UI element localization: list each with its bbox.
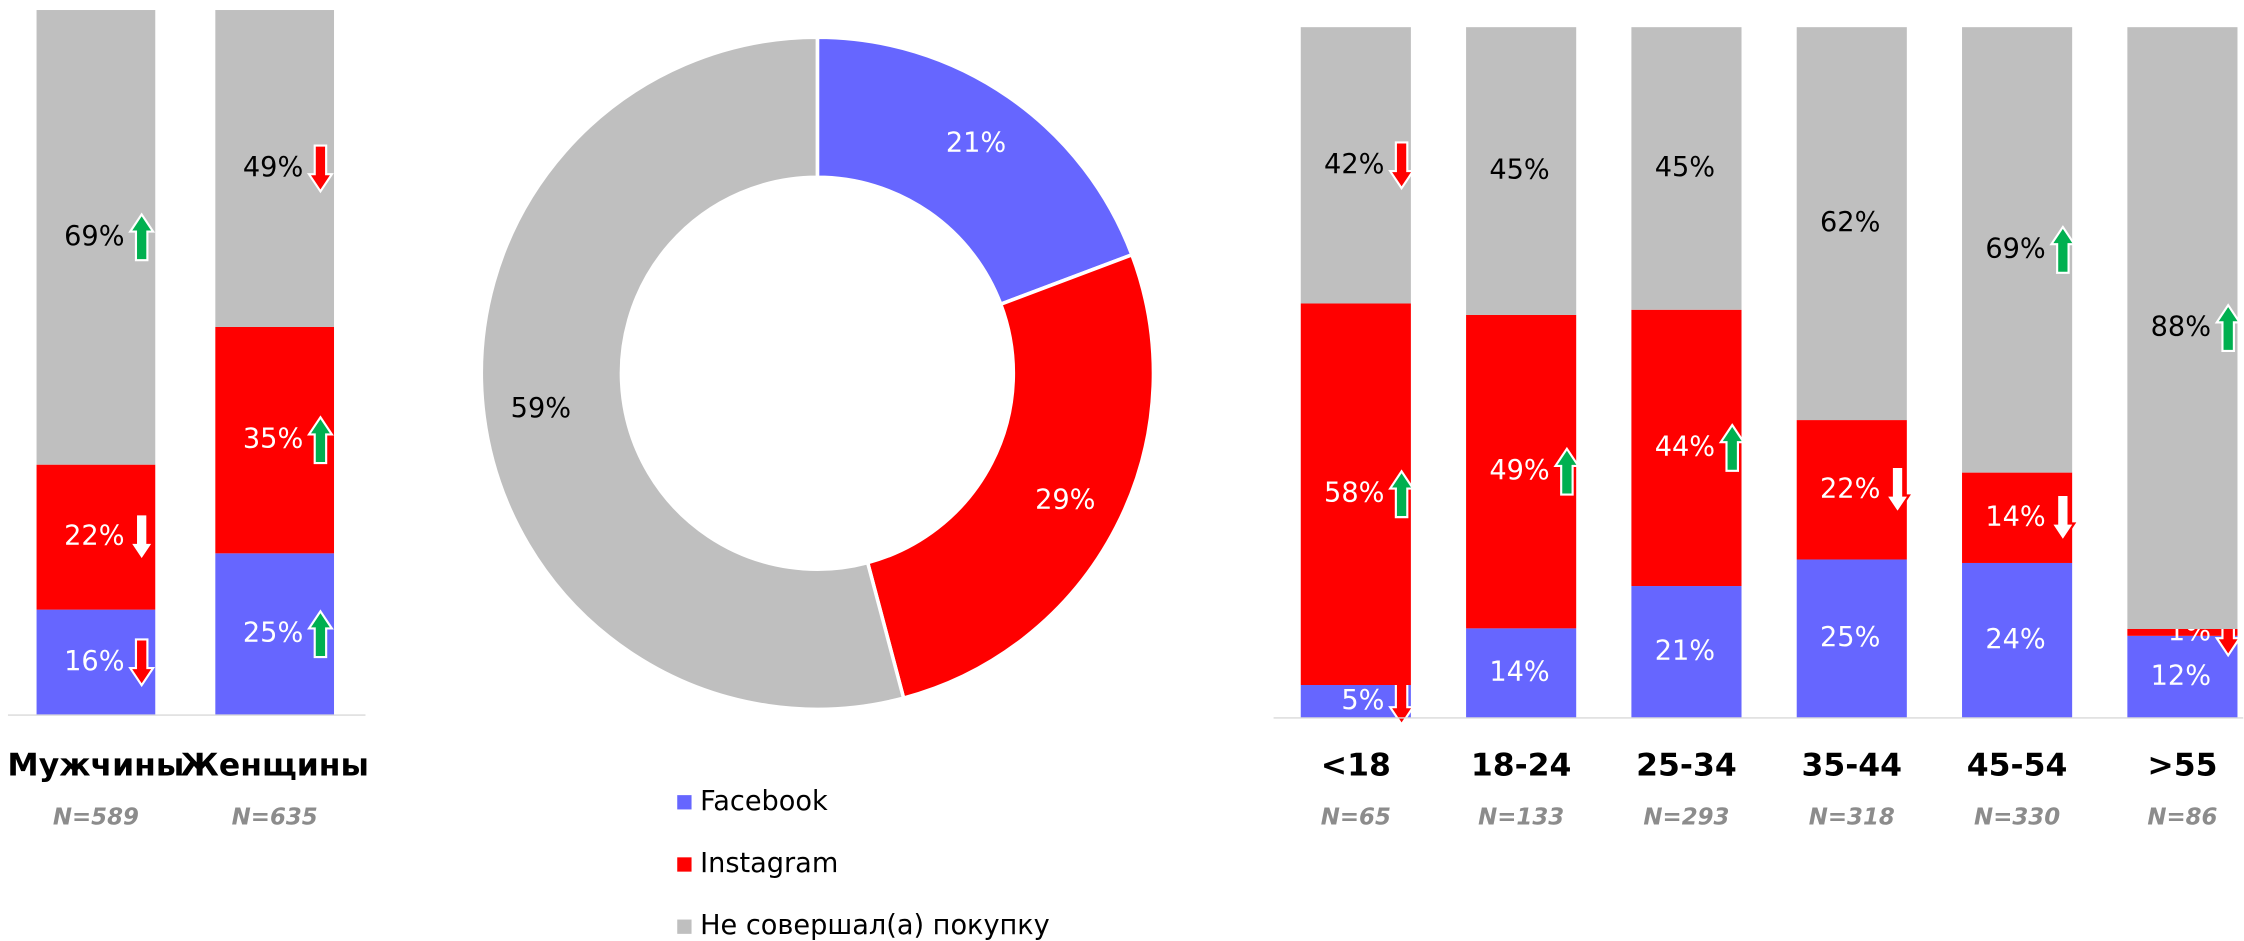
bar-segment [2127,628,2238,636]
bar-segment [1300,27,1411,304]
value-label: 59% [511,393,571,424]
bar-segment [1796,559,1907,718]
value-label: 35% [243,424,303,455]
value-label: 49% [243,152,303,183]
category-label: 35-44 [1801,748,1902,784]
value-label: 21% [1655,635,1715,666]
bar-segment [2127,635,2238,718]
legend-swatch [677,857,692,872]
sample-size: N=635 [232,805,318,831]
legend-swatch [677,795,692,810]
legend-label: Instagram [700,848,838,879]
sample-size: N=65 [1321,805,1391,831]
category-label: Женщины [180,748,369,784]
value-label: 44% [1655,431,1715,462]
trend-arrow [1388,141,1416,191]
value-label: 62% [1820,207,1880,238]
value-label: 42% [1324,149,1384,180]
trend-arrow [306,609,334,659]
value-label: 69% [1985,233,2045,264]
trend-arrow [2214,303,2242,353]
donut-slice [815,35,1135,307]
bar-segment [1796,420,1907,560]
bar-segment [1631,27,1742,310]
value-label: 45% [1655,152,1715,183]
value-label: 25% [1820,622,1880,653]
value-label: 24% [1985,624,2045,655]
legend-swatch [677,919,692,934]
trend-arrow [1388,469,1416,519]
value-label: 45% [1489,155,1549,186]
bar-segment [1466,628,1577,718]
bar-segment [1466,27,1577,315]
trend-arrow [306,144,334,194]
value-label: 5% [1341,685,1384,716]
bar-segment [2127,27,2238,629]
trend-arrow [1718,423,1746,472]
trend-arrow [306,415,334,465]
bar-segment [1466,314,1577,629]
value-label: 58% [1324,478,1384,509]
value-label: 22% [1820,473,1880,504]
value-label: 14% [1489,657,1549,688]
value-label: 29% [1035,484,1095,515]
category-label: 45-54 [1967,748,2068,784]
category-label: <18 [1321,748,1391,784]
sample-size: N=318 [1809,805,1895,831]
bar-segment [1962,472,2073,563]
donut-slice [865,252,1156,701]
bar-segment [1962,562,2073,718]
trend-arrow [1884,465,1911,515]
legend-label: Не совершал(а) покупку [700,910,1050,941]
category-label: Мужчины [7,748,184,784]
trend-arrow [2049,225,2077,274]
value-label: 22% [64,521,124,552]
value-label: 21% [946,127,1006,158]
bar-segment [1631,309,1742,587]
trend-arrow [128,212,156,262]
bar-segment [1631,586,1742,718]
trend-arrow [1553,446,1581,496]
trend-arrow [128,513,156,562]
bar-segment [1300,303,1411,686]
value-label: 16% [64,646,124,677]
trend-arrow [128,638,156,688]
trend-arrow [2049,493,2077,543]
sample-size: N=86 [2147,805,2217,831]
sample-size: N=330 [1974,805,2060,831]
bar-segment [1796,27,1907,421]
value-label: 88% [2151,312,2211,343]
donut-slice [479,35,906,712]
category-label: 18-24 [1471,748,1572,784]
sample-size: N=589 [53,805,139,831]
category-label: 25-34 [1636,748,1737,784]
category-label: >55 [2147,748,2217,784]
legend-label: Facebook [700,786,828,817]
value-label: 14% [1985,501,2045,532]
value-label: 25% [243,618,303,649]
value-label: 49% [1489,455,1549,486]
sample-size: N=293 [1643,805,1729,831]
value-label: 69% [64,221,124,252]
bar-segment [1962,27,2073,473]
sample-size: N=133 [1478,805,1564,831]
value-label: 12% [2151,660,2211,691]
